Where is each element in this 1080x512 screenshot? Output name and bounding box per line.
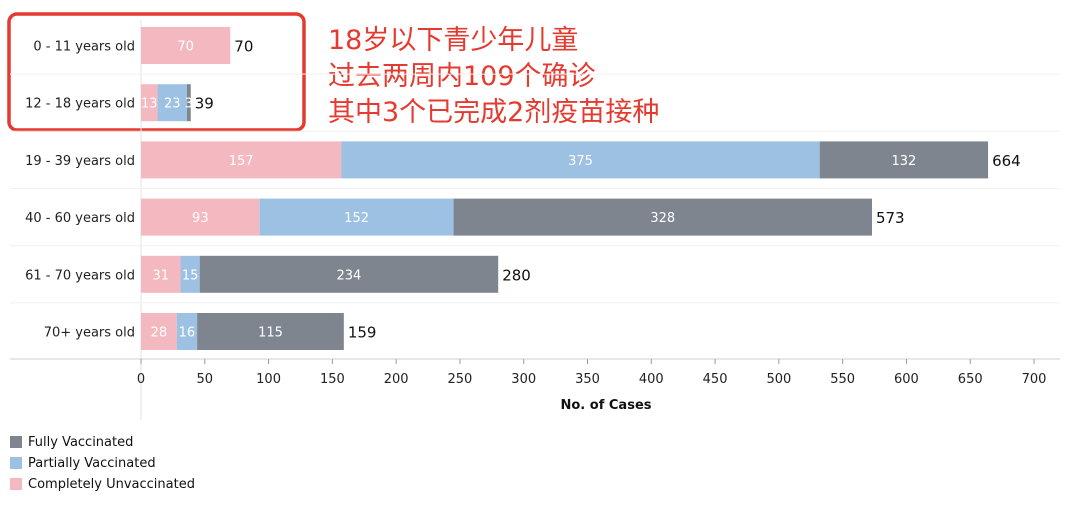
bar-segment <box>341 141 820 179</box>
x-tick-label: 150 <box>320 372 345 387</box>
segment-value-label: 3 <box>185 97 193 112</box>
annotation-line-3: 其中3个已完成2剂疫苗接种 <box>328 97 659 128</box>
highlight-box <box>7 12 306 132</box>
category-label: 12 - 18 years old <box>25 97 135 112</box>
segment-value-label: 28 <box>151 326 168 341</box>
bar-total-label: 39 <box>195 95 214 113</box>
x-tick-label: 600 <box>894 372 919 387</box>
x-tick-label: 650 <box>958 372 983 387</box>
bar-segment <box>141 313 177 350</box>
segment-value-label: 23 <box>164 97 181 112</box>
bar-segment <box>180 255 200 293</box>
legend-label-fully: Fully Vaccinated <box>28 435 133 450</box>
bar-total-label: 159 <box>348 324 377 342</box>
bar-segment <box>186 84 191 122</box>
x-tick-label: 300 <box>511 372 536 387</box>
segment-value-label: 328 <box>650 211 675 226</box>
bar-segment <box>141 27 231 64</box>
category-label: 0 - 11 years old <box>33 40 135 55</box>
segment-value-label: 31 <box>153 268 170 283</box>
bar-segment <box>819 141 989 179</box>
bar-segment <box>199 255 499 293</box>
legend: Fully Vaccinated Partially Vaccinated Co… <box>10 435 195 492</box>
bar-segment <box>176 313 198 350</box>
bar-segment <box>141 84 158 122</box>
segment-value-label: 375 <box>568 154 593 169</box>
segment-value-label: 234 <box>337 268 362 283</box>
bar-segment <box>259 198 454 236</box>
category-label: 61 - 70 years old <box>25 268 135 283</box>
plot-area: 0 50 100 150 200 250 300 350 400 450 500 550 600 650 7… <box>10 20 1060 420</box>
bar-total-label: 573 <box>876 209 905 227</box>
bar-segment <box>141 198 260 236</box>
bar-total-label: 664 <box>992 152 1021 170</box>
segment-value-label: 13 <box>141 97 158 112</box>
category-label: 40 - 60 years old <box>25 211 135 226</box>
bar-segment <box>453 198 872 236</box>
x-tick-label: 700 <box>1022 372 1047 387</box>
legend-swatch-unvaccinated <box>10 478 22 490</box>
bar-segment <box>141 141 342 179</box>
x-tick-label: 0 <box>137 372 145 387</box>
bar-segment <box>141 255 181 293</box>
legend-label-partially: Partially Vaccinated <box>28 456 156 471</box>
segment-value-label: 70 <box>177 40 194 55</box>
bar-segment <box>157 84 187 122</box>
x-tick-label: 100 <box>256 372 281 387</box>
category-label: 19 - 39 years old <box>25 154 135 169</box>
x-tick-label: 450 <box>703 372 728 387</box>
segment-value-label: 93 <box>192 211 209 226</box>
x-tick-label: 550 <box>830 372 855 387</box>
x-tick-label: 250 <box>448 372 473 387</box>
annotation-line-2: 过去两周内109个确诊 <box>328 61 596 92</box>
x-tick-label: 200 <box>384 372 409 387</box>
x-tick-label: 50 <box>197 372 214 387</box>
x-axis-title: No. of Cases <box>561 398 652 413</box>
bar-total-label: 70 <box>234 38 253 56</box>
segment-value-label: 15 <box>182 268 199 283</box>
legend-swatch-partially <box>10 457 22 469</box>
bar-segment <box>197 313 344 350</box>
legend-label-unvaccinated: Completely Unvaccinated <box>28 477 195 492</box>
segment-value-label: 152 <box>344 211 369 226</box>
category-label: 70+ years old <box>44 326 135 341</box>
segment-value-label: 115 <box>258 326 283 341</box>
annotation-line-1: 18岁以下青少年儿童 <box>328 25 578 56</box>
bar-total-label: 280 <box>502 266 531 284</box>
x-tick-label: 400 <box>639 372 664 387</box>
x-tick-label: 500 <box>766 372 791 387</box>
x-tick-label: 350 <box>575 372 600 387</box>
segment-value-label: 157 <box>229 154 254 169</box>
segment-value-label: 132 <box>891 154 916 169</box>
legend-swatch-fully <box>10 436 22 448</box>
segment-value-label: 16 <box>179 326 196 341</box>
